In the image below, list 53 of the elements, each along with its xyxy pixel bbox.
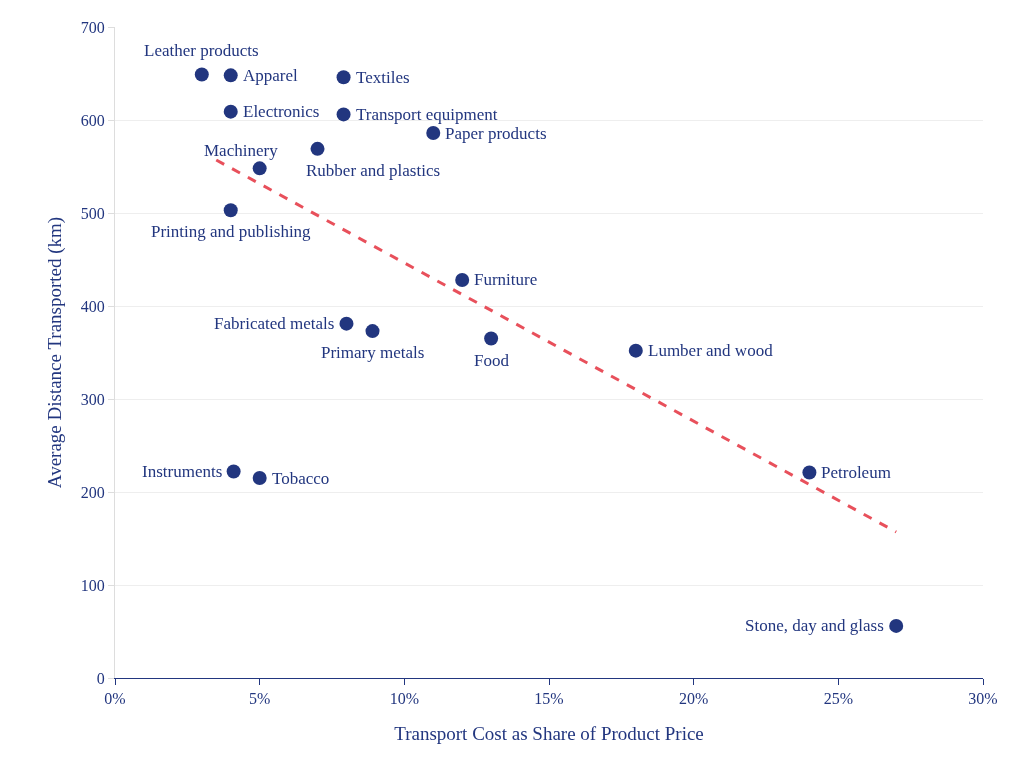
annotation: Textiles — [356, 68, 410, 87]
point — [426, 126, 441, 141]
annotation: Apparel — [243, 66, 299, 85]
annotation: Primary metals — [321, 343, 425, 362]
point — [252, 471, 267, 486]
y-axis-title: Average Distance Transported (km) — [43, 216, 66, 489]
annotation: Furniture — [474, 270, 538, 289]
annotation: Food — [474, 351, 510, 370]
annotation: Paper products — [445, 124, 547, 143]
y-tick-label: 300 — [80, 390, 105, 408]
annotation: Rubber and plastics — [306, 161, 441, 180]
y-tick-label: 200 — [80, 483, 105, 501]
point — [484, 331, 499, 346]
point — [194, 67, 209, 82]
point — [628, 343, 643, 358]
annotation: Fabricated metals — [214, 314, 335, 333]
x-tick-label: 10% — [389, 690, 419, 708]
annotation: Stone, day and glass — [745, 616, 884, 635]
annotation: Instruments — [142, 462, 223, 481]
y-tick-label: 500 — [80, 204, 105, 222]
annotation: Printing and publishing — [151, 222, 312, 241]
x-tick-label: 25% — [823, 690, 853, 708]
point — [336, 107, 351, 122]
point — [802, 465, 817, 480]
x-tick-label: 20% — [679, 690, 709, 708]
y-tick-label: 0 — [96, 669, 105, 687]
point — [252, 161, 267, 176]
point — [889, 618, 904, 633]
x-tick-label: 15% — [534, 690, 564, 708]
x-axis-title: Transport Cost as Share of Product Price — [394, 723, 704, 744]
y-tick-label: 100 — [80, 576, 105, 594]
point — [223, 203, 238, 218]
annotation: Transport equipment — [356, 105, 498, 124]
point — [455, 272, 470, 287]
annotation: Machinery — [204, 141, 279, 160]
y-tick-label: 600 — [80, 111, 105, 129]
point — [223, 68, 238, 83]
x-tick-label: 5% — [249, 690, 271, 708]
annotation: Leather products — [144, 41, 259, 60]
annotation: Petroleum — [821, 463, 891, 482]
point — [226, 464, 241, 479]
point — [223, 104, 238, 119]
point — [365, 324, 380, 339]
point — [339, 316, 354, 331]
annotation: Tobacco — [272, 469, 330, 488]
y-tick-label: 700 — [80, 18, 105, 36]
point — [336, 70, 351, 85]
annotation: Electronics — [243, 102, 320, 121]
x-tick-label: 0% — [104, 690, 126, 708]
point — [310, 141, 325, 156]
annotation: Lumber and wood — [648, 341, 774, 360]
x-tick-label: 30% — [968, 690, 998, 708]
y-tick-label: 400 — [80, 297, 105, 315]
